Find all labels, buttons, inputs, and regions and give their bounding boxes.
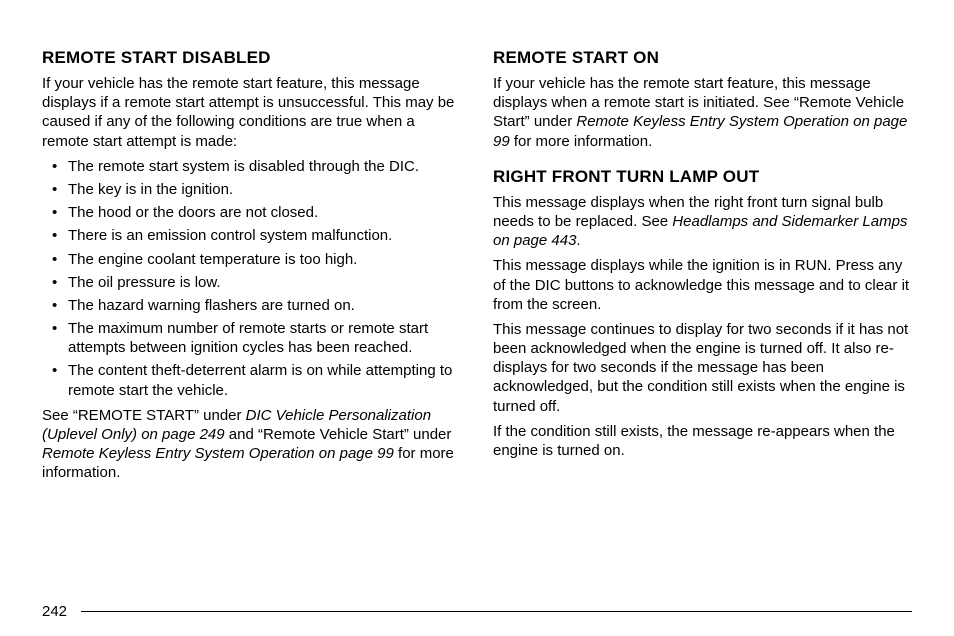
body-paragraph: This message displays when the right fro…	[493, 193, 912, 251]
footer-rule	[81, 611, 912, 613]
page-footer: 242	[42, 603, 912, 620]
left-column: REMOTE START DISABLED If your vehicle ha…	[42, 48, 461, 489]
document-page: REMOTE START DISABLED If your vehicle ha…	[0, 0, 954, 489]
right-column: REMOTE START ON If your vehicle has the …	[493, 48, 912, 489]
list-item: The key is in the ignition.	[68, 180, 461, 199]
body-paragraph: This message continues to display for tw…	[493, 320, 912, 416]
body-paragraph: If your vehicle has the remote start fea…	[493, 74, 912, 151]
list-item: The hazard warning flashers are turned o…	[68, 296, 461, 315]
text-run: .	[576, 232, 580, 249]
section-heading: REMOTE START DISABLED	[42, 48, 461, 68]
closing-paragraph: See “REMOTE START” under DIC Vehicle Per…	[42, 406, 461, 483]
section-heading: RIGHT FRONT TURN LAMP OUT	[493, 167, 912, 187]
cross-reference: Remote Keyless Entry System Operation on…	[42, 445, 394, 462]
bullet-list: The remote start system is disabled thro…	[42, 157, 461, 400]
body-paragraph: This message displays while the ignition…	[493, 256, 912, 314]
text-run: for more information.	[510, 133, 653, 150]
page-number: 242	[42, 603, 81, 620]
list-item: The maximum number of remote starts or r…	[68, 319, 461, 357]
list-item: The engine coolant temperature is too hi…	[68, 250, 461, 269]
text-run: See “REMOTE START” under	[42, 407, 246, 424]
body-paragraph: If the condition still exists, the messa…	[493, 422, 912, 460]
list-item: The oil pressure is low.	[68, 273, 461, 292]
list-item: There is an emission control system malf…	[68, 226, 461, 245]
text-run: and “Remote Vehicle Start” under	[225, 426, 452, 443]
list-item: The hood or the doors are not closed.	[68, 203, 461, 222]
list-item: The remote start system is disabled thro…	[68, 157, 461, 176]
section-heading: REMOTE START ON	[493, 48, 912, 68]
list-item: The content theft-deterrent alarm is on …	[68, 361, 461, 399]
intro-paragraph: If your vehicle has the remote start fea…	[42, 74, 461, 151]
